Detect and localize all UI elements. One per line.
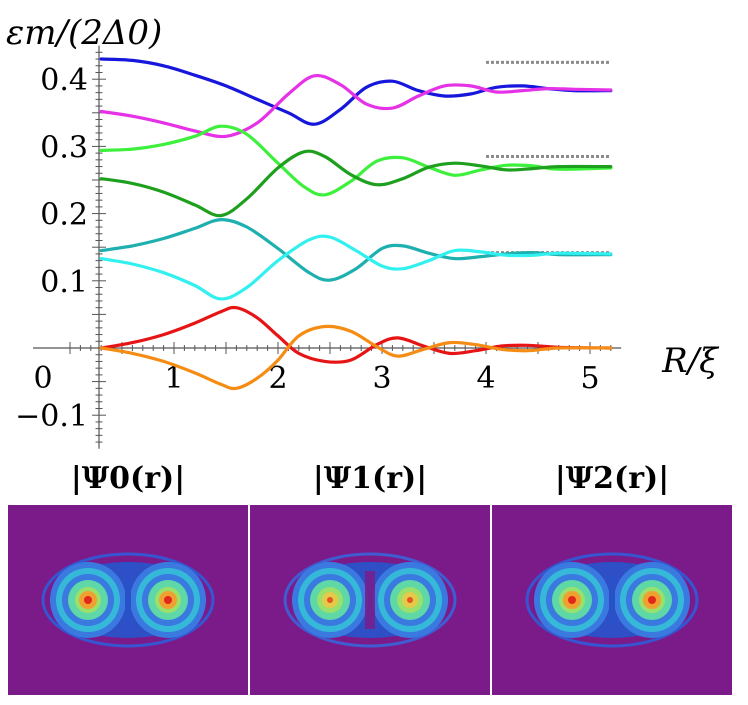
- vortex-core-red: [84, 596, 92, 604]
- energy-chart: 0 1 2 3 4 5 −0.1 0.1 0.2 0.3 0.4 εm/(2Δ0) R/ξ: [6, 13, 720, 449]
- panel-psi1-label: |Ψ1(r)|: [312, 461, 428, 496]
- panel-psi2-label: |Ψ2(r)|: [554, 461, 670, 496]
- node-line: [365, 571, 375, 629]
- outer-halo: [41, 552, 215, 648]
- y-tick-label: 0.4: [40, 63, 88, 98]
- y-axis-label: εm/(2Δ0): [6, 13, 162, 53]
- y-tick-label: 0.3: [40, 130, 88, 165]
- vortex-core-red: [648, 596, 656, 604]
- series-light-green: [99, 124, 613, 197]
- y-tick-label: −0.1: [15, 399, 88, 434]
- x-tick-label: 5: [580, 361, 599, 396]
- bridge: [609, 577, 615, 623]
- y-tick-label: 0.1: [40, 265, 88, 300]
- bridge: [125, 577, 131, 623]
- x-tick-label: 4: [476, 361, 495, 396]
- panel-psi0-label: |Ψ0(r)|: [70, 461, 186, 496]
- series-orange: [99, 324, 613, 391]
- vortex-core-red: [568, 596, 576, 604]
- series-cyan: [99, 234, 613, 301]
- outer-halo: [283, 552, 457, 648]
- panel-psi0: |Ψ0(r)|: [8, 455, 248, 695]
- series-blue: [99, 57, 613, 126]
- psi2-density-plot: [492, 505, 732, 695]
- x-axis-label: R/ξ: [661, 341, 720, 381]
- vortex-core-red: [407, 597, 413, 603]
- series-magenta: [99, 73, 613, 139]
- series-dark-green: [99, 149, 613, 218]
- x-tick-label: 3: [372, 361, 391, 396]
- vortex-core-red: [327, 597, 333, 603]
- series-red: [99, 305, 613, 364]
- vortex-core-red: [164, 596, 172, 604]
- outer-halo: [525, 552, 699, 648]
- psi1-density-plot: [250, 505, 490, 695]
- x-tick-label: 1: [164, 361, 183, 396]
- x-tick-label: 2: [268, 361, 287, 396]
- psi0-density-plot: [8, 505, 248, 695]
- panel-psi2: |Ψ2(r)|: [492, 455, 732, 695]
- panel-psi1: |Ψ1(r)|: [250, 455, 490, 695]
- y-tick-label: 0.2: [40, 198, 88, 233]
- x-tick-label: 0: [33, 361, 52, 396]
